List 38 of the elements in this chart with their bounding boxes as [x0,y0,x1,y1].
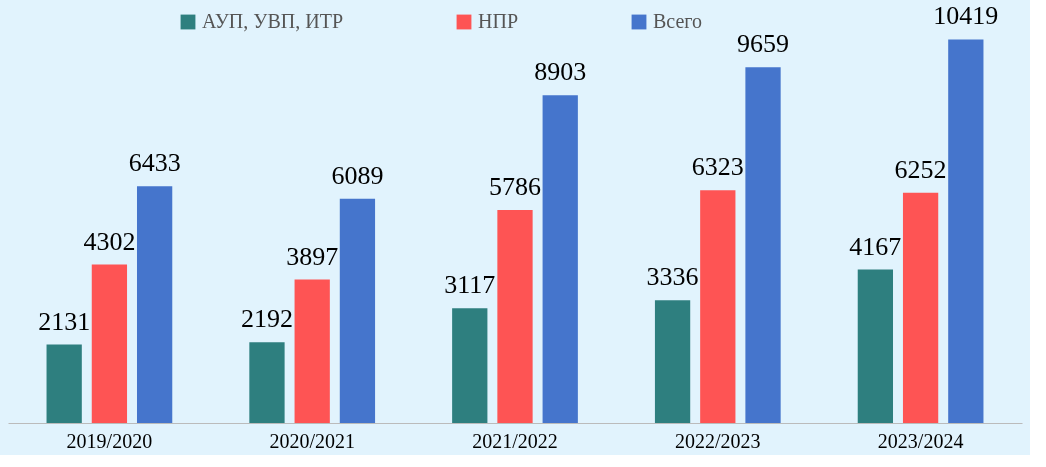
x-tick-label: 2020/2021 [269,429,355,452]
data-label: 8903 [534,57,587,87]
data-label: 6433 [128,148,181,178]
data-label: 4167 [849,231,902,261]
bar [91,264,128,423]
legend-label: Всего [653,10,703,32]
bar [136,186,173,423]
bar [294,279,330,423]
data-label: 6089 [331,160,384,190]
data-label: 6323 [691,152,744,182]
bar [249,342,285,423]
legend-label: АУП, УВП, ИТР [202,10,344,32]
data-label: 4302 [83,226,136,256]
bar [654,300,691,423]
x-tick-label: 2019/2020 [66,429,153,452]
data-label: 2131 [38,306,91,336]
bar [46,344,82,423]
bar [902,192,939,423]
data-label: 2192 [240,304,293,334]
data-label: 9659 [737,29,790,59]
data-label: 3897 [286,241,339,271]
x-tick-label: 2021/2022 [472,429,558,452]
bar [339,198,376,423]
bar [542,95,578,423]
bar [497,209,533,423]
data-label: 10419 [933,1,999,31]
bar [452,308,488,423]
bar [745,67,781,423]
legend-label: НПР [478,10,519,32]
bar [700,190,736,423]
data-label: 5786 [489,171,541,201]
x-tick-label: 2023/2024 [877,429,964,452]
data-label: 6252 [894,154,947,184]
x-tick-label: 2022/2023 [675,429,761,452]
data-label: 3117 [444,270,496,300]
data-label: 3336 [646,262,699,292]
bar [857,269,894,423]
bar [948,39,984,423]
